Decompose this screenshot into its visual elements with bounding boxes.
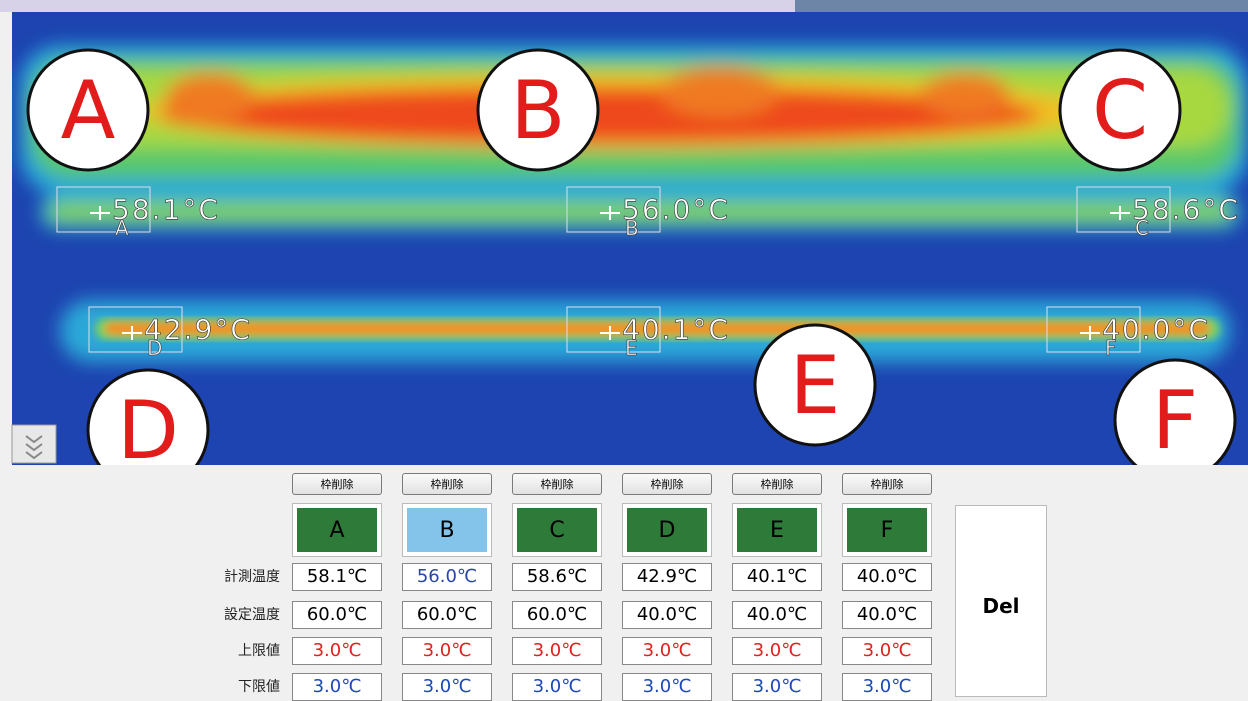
spot-letter: F — [1105, 336, 1117, 360]
thermal-view: 58.1°CA56.0°CB58.6°CC42.9°CD40.1°CE40.0°… — [0, 0, 1248, 465]
callout-bubble — [476, 48, 600, 172]
row-label: 設定温度 — [224, 607, 280, 623]
value-cell: 3.0℃ — [292, 637, 382, 665]
column-label: A — [297, 508, 377, 552]
delete-frame-button[interactable]: 枠削除 — [622, 473, 712, 495]
spot-letter: E — [625, 336, 638, 360]
value-cell: 3.0℃ — [512, 637, 602, 665]
spot-letter: A — [115, 216, 129, 240]
spot-letter: C — [1135, 216, 1149, 240]
spot-temp: 58.1°C — [112, 193, 220, 226]
spot-frame — [56, 186, 151, 233]
callout-letter: B — [511, 64, 566, 157]
spot-letter: D — [147, 336, 162, 360]
callout-bubble — [753, 323, 877, 447]
column-header[interactable]: B — [402, 503, 492, 557]
spot-frame — [566, 186, 661, 233]
callout-letter: C — [1092, 64, 1148, 157]
callout-bubble — [1113, 358, 1237, 465]
column-label: F — [847, 508, 927, 552]
callout-bubble — [86, 368, 210, 465]
value-cell: 3.0℃ — [732, 673, 822, 701]
value-cell: 60.0℃ — [512, 601, 602, 629]
value-cell: 3.0℃ — [402, 673, 492, 701]
spot-letter: B — [625, 216, 639, 240]
value-cell: 42.9℃ — [622, 563, 712, 591]
column-label: D — [627, 508, 707, 552]
value-cell: 60.0℃ — [292, 601, 382, 629]
column-header[interactable]: E — [732, 503, 822, 557]
value-cell: 40.0℃ — [842, 563, 932, 591]
callout-letter: F — [1152, 374, 1198, 465]
crosshair — [90, 206, 110, 220]
row-label: 上限値 — [238, 643, 280, 659]
callout-letter: A — [61, 64, 116, 157]
spot-temp: 42.9°C — [144, 313, 252, 346]
callout-bubble — [26, 48, 150, 172]
spot-frame — [1046, 306, 1141, 353]
value-cell: 58.6℃ — [512, 563, 602, 591]
delete-frame-button[interactable]: 枠削除 — [512, 473, 602, 495]
crosshair — [1080, 326, 1100, 340]
spot-frame — [566, 306, 661, 353]
spot-frame — [1076, 186, 1171, 233]
crosshair — [600, 326, 620, 340]
delete-frame-button[interactable]: 枠削除 — [732, 473, 822, 495]
value-cell: 60.0℃ — [402, 601, 492, 629]
spot-temp: 40.1°C — [622, 313, 730, 346]
delete-frame-button[interactable]: 枠削除 — [842, 473, 932, 495]
callout-letter: D — [117, 384, 179, 465]
value-cell: 3.0℃ — [842, 637, 932, 665]
spot-temp: 56.0°C — [622, 193, 730, 226]
column-label: C — [517, 508, 597, 552]
spot-temp: 40.0°C — [1102, 313, 1210, 346]
column-header[interactable]: A — [292, 503, 382, 557]
column-label: B — [407, 508, 487, 552]
value-cell: 3.0℃ — [842, 673, 932, 701]
crosshair — [122, 326, 142, 340]
value-cell: 40.1℃ — [732, 563, 822, 591]
value-cell: 40.0℃ — [732, 601, 822, 629]
del-button[interactable]: Del — [955, 505, 1047, 697]
crosshair — [1110, 206, 1130, 220]
row-label: 下限値 — [238, 679, 280, 695]
callout-bubble — [1058, 48, 1182, 172]
callout-letter: E — [790, 339, 841, 432]
delete-frame-button[interactable]: 枠削除 — [402, 473, 492, 495]
delete-frame-button[interactable]: 枠削除 — [292, 473, 382, 495]
value-cell: 3.0℃ — [402, 637, 492, 665]
column-header[interactable]: F — [842, 503, 932, 557]
value-cell: 58.1℃ — [292, 563, 382, 591]
value-cell: 3.0℃ — [732, 637, 822, 665]
value-cell: 40.0℃ — [842, 601, 932, 629]
value-cell: 3.0℃ — [622, 637, 712, 665]
crosshair — [600, 206, 620, 220]
value-cell: 40.0℃ — [622, 601, 712, 629]
spot-frame — [88, 306, 183, 353]
column-label: E — [737, 508, 817, 552]
row-label: 計測温度 — [224, 569, 280, 585]
column-header[interactable]: D — [622, 503, 712, 557]
spot-temp: 58.6°C — [1132, 193, 1240, 226]
value-cell: 56.0℃ — [402, 563, 492, 591]
column-header[interactable]: C — [512, 503, 602, 557]
